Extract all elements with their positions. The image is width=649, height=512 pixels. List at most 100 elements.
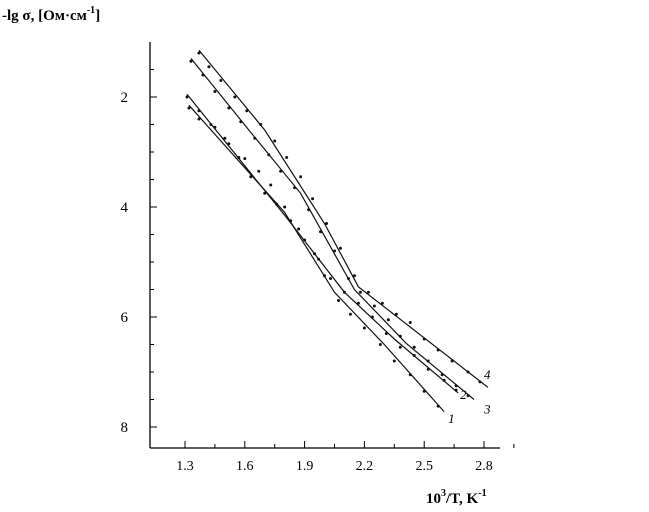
data-point-4: [352, 274, 356, 278]
y-tick-label: 2: [121, 90, 129, 106]
data-point-2: [342, 290, 346, 294]
x-tick-label: 1.6: [236, 459, 254, 474]
data-point-1: [297, 227, 301, 231]
data-point-2: [249, 175, 253, 179]
data-point-4: [285, 156, 289, 159]
data-point-1: [436, 404, 440, 408]
data-point-4: [245, 109, 249, 113]
data-point-3: [466, 394, 470, 398]
data-point-3: [267, 153, 271, 157]
data-point-1: [187, 106, 191, 110]
data-point-4: [338, 246, 342, 250]
data-point-4: [380, 301, 384, 305]
data-point-2: [426, 367, 430, 371]
data-point-2: [275, 202, 279, 206]
data-point-4: [233, 95, 237, 99]
data-point-2: [289, 219, 293, 223]
y-axis-ticks: 2 4 6 8: [121, 69, 157, 436]
y-tick-label: 6: [121, 310, 129, 326]
data-point-3: [398, 334, 402, 338]
data-point-2: [223, 136, 227, 140]
y-tick-label: 8: [121, 420, 129, 436]
data-point-4: [366, 290, 370, 294]
y-axis-title: -lg σ, [Ом·см-1]: [2, 5, 100, 24]
y-tick-label: 4: [121, 200, 129, 216]
data-point-2: [209, 123, 213, 126]
data-point-2: [263, 191, 267, 195]
data-point-2: [303, 238, 307, 242]
x-tick-label: 1.3: [176, 459, 194, 474]
data-point-1: [197, 117, 201, 121]
data-point-2: [329, 277, 333, 280]
data-point-3: [333, 249, 336, 253]
data-point-1: [323, 274, 327, 278]
x-tick-label: 2.5: [415, 459, 433, 474]
data-point-4: [311, 197, 315, 201]
data-point-4: [450, 359, 454, 363]
data-point-4: [436, 348, 440, 352]
x-tick-label: 2.8: [475, 459, 493, 474]
data-point-2: [384, 332, 388, 335]
data-point-1: [283, 205, 287, 209]
series-line-2: [186, 93, 459, 394]
data-point-2: [356, 301, 360, 305]
series-label-2: 2: [460, 387, 467, 402]
data-point-3: [307, 208, 311, 212]
data-point-3: [386, 318, 390, 322]
series-label-3: 3: [483, 401, 491, 416]
data-point-1: [348, 312, 352, 316]
data-point-4: [273, 139, 277, 143]
data-point-2: [317, 257, 321, 261]
data-point-3: [346, 277, 350, 280]
data-point-3: [426, 359, 430, 363]
data-point-2: [237, 156, 241, 159]
series-line-4: [198, 49, 489, 388]
data-point-1: [336, 299, 340, 302]
data-point-2: [412, 354, 416, 357]
x-tick-label: 2.2: [356, 459, 374, 474]
data-point-3: [440, 373, 444, 377]
data-point-4: [422, 337, 426, 341]
data-point-4: [299, 175, 303, 179]
data-point-3: [227, 106, 231, 110]
data-point-1: [269, 183, 273, 187]
data-point-3: [253, 136, 257, 140]
data-point-4: [259, 123, 263, 126]
data-point-4: [408, 321, 412, 324]
data-point-1: [362, 326, 366, 330]
data-point-4: [466, 370, 470, 374]
data-point-3: [454, 384, 458, 388]
series-line-1: [188, 104, 445, 412]
series-label-1: 1: [448, 411, 455, 426]
data-point-2: [370, 315, 374, 319]
data-point-3: [358, 290, 362, 294]
data-point-3: [372, 304, 376, 308]
data-point-4: [325, 222, 329, 225]
data-point-3: [213, 90, 217, 93]
data-point-2: [398, 345, 402, 349]
data-point-1: [257, 169, 261, 173]
series-layer: 12 3 4: [185, 49, 491, 426]
data-point-4: [197, 51, 201, 55]
data-point-3: [319, 230, 323, 234]
data-point-1: [392, 359, 396, 363]
series-line-3: [190, 58, 475, 400]
data-point-4: [394, 312, 398, 316]
data-point-1: [378, 343, 382, 346]
data-point-1: [243, 157, 247, 161]
data-point-4: [207, 65, 211, 69]
data-point-3: [239, 120, 243, 124]
data-point-3: [412, 345, 416, 349]
data-point-2: [442, 378, 446, 382]
data-point-1: [408, 373, 412, 377]
data-point-3: [279, 169, 283, 173]
series-label-4: 4: [484, 367, 491, 382]
x-axis-title: 103/T, K-1: [426, 488, 487, 507]
data-point-3: [201, 73, 205, 77]
data-point-3: [189, 59, 193, 63]
data-point-2: [197, 109, 201, 113]
data-point-4: [219, 79, 223, 82]
data-point-1: [422, 389, 426, 393]
data-point-4: [478, 380, 482, 384]
